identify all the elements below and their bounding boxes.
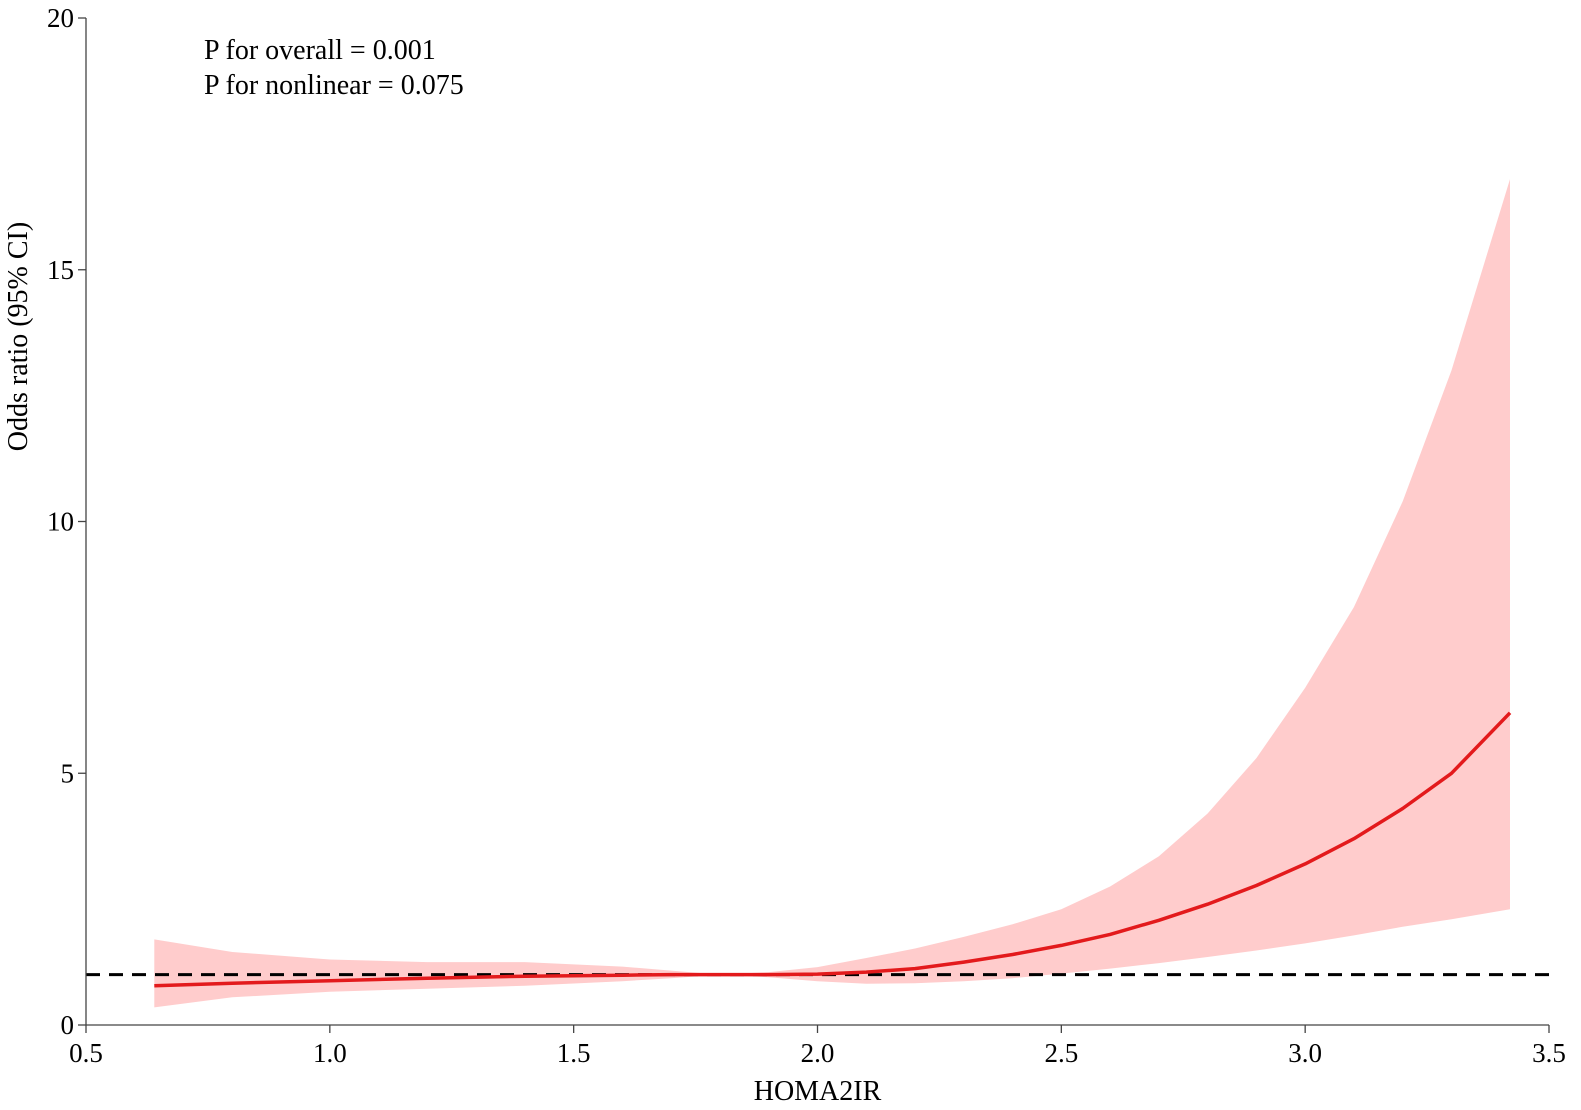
x-tick-label: 3.0	[1288, 1038, 1322, 1068]
y-tick-label: 10	[47, 507, 74, 537]
y-tick-label: 0	[61, 1010, 75, 1040]
ci-band-layer	[154, 179, 1510, 1008]
series-line-layer	[154, 711, 1512, 988]
x-axis-title: HOMA2IR	[754, 1076, 882, 1107]
odds-ratio-line	[154, 711, 1512, 988]
x-tick-label: 2.0	[801, 1038, 835, 1068]
x-tick-label: 0.5	[69, 1038, 103, 1068]
x-tick-label: 2.5	[1044, 1038, 1078, 1068]
y-axis-title: Odds ratio (95% CI)	[3, 222, 34, 451]
y-tick-label: 20	[47, 3, 74, 33]
annotation-p-overall: P for overall = 0.001	[204, 35, 436, 66]
x-tick-label: 1.5	[557, 1038, 591, 1068]
y-tick-label: 5	[61, 758, 75, 788]
x-tick-label: 1.0	[313, 1038, 347, 1068]
annotation-p-nonlinear: P for nonlinear = 0.075	[204, 70, 464, 101]
ticks: 0.5 1.0 1.5 2.0 2.5 3.0 3.5 0 5 10 15 20	[47, 3, 1566, 1068]
ci-band	[154, 179, 1510, 1008]
y-tick-label: 15	[47, 255, 74, 285]
x-tick-label: 3.5	[1532, 1038, 1566, 1068]
